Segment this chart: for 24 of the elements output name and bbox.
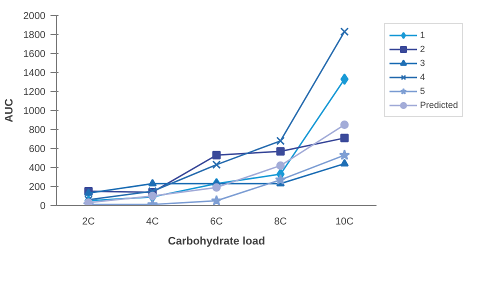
y-tick-label: 1000 [23,106,46,117]
legend-label: Predicted [420,99,458,112]
x-axis-title: Carbohydrate load [168,236,266,248]
y-tick-label: 200 [28,182,46,193]
y-tick-label: 2000 [23,11,46,22]
x-tick-label: 6C [210,216,223,228]
y-tick-label: 1600 [23,49,46,60]
y-axis-title: AUC [3,98,16,122]
legend-label: 4 [420,71,426,84]
legend-label: 2 [420,43,426,56]
y-tick-label: 1400 [23,68,46,79]
y-tick-label: 600 [28,144,46,155]
x-tick-label: 4C [146,216,159,228]
x-tick-label: 8C [274,216,287,228]
y-tick-label: 1800 [23,30,46,41]
x-tick-label: 2C [82,216,95,228]
legend-label: 3 [420,57,426,70]
x-tick-label: 10C [335,216,354,228]
legend-label: 1 [420,29,426,42]
y-tick-label: 0 [40,201,46,212]
y-tick-label: 1200 [23,87,46,98]
y-tick-label: 800 [28,125,46,136]
y-tick-label: 400 [28,163,46,174]
legend-label: 5 [420,85,426,98]
